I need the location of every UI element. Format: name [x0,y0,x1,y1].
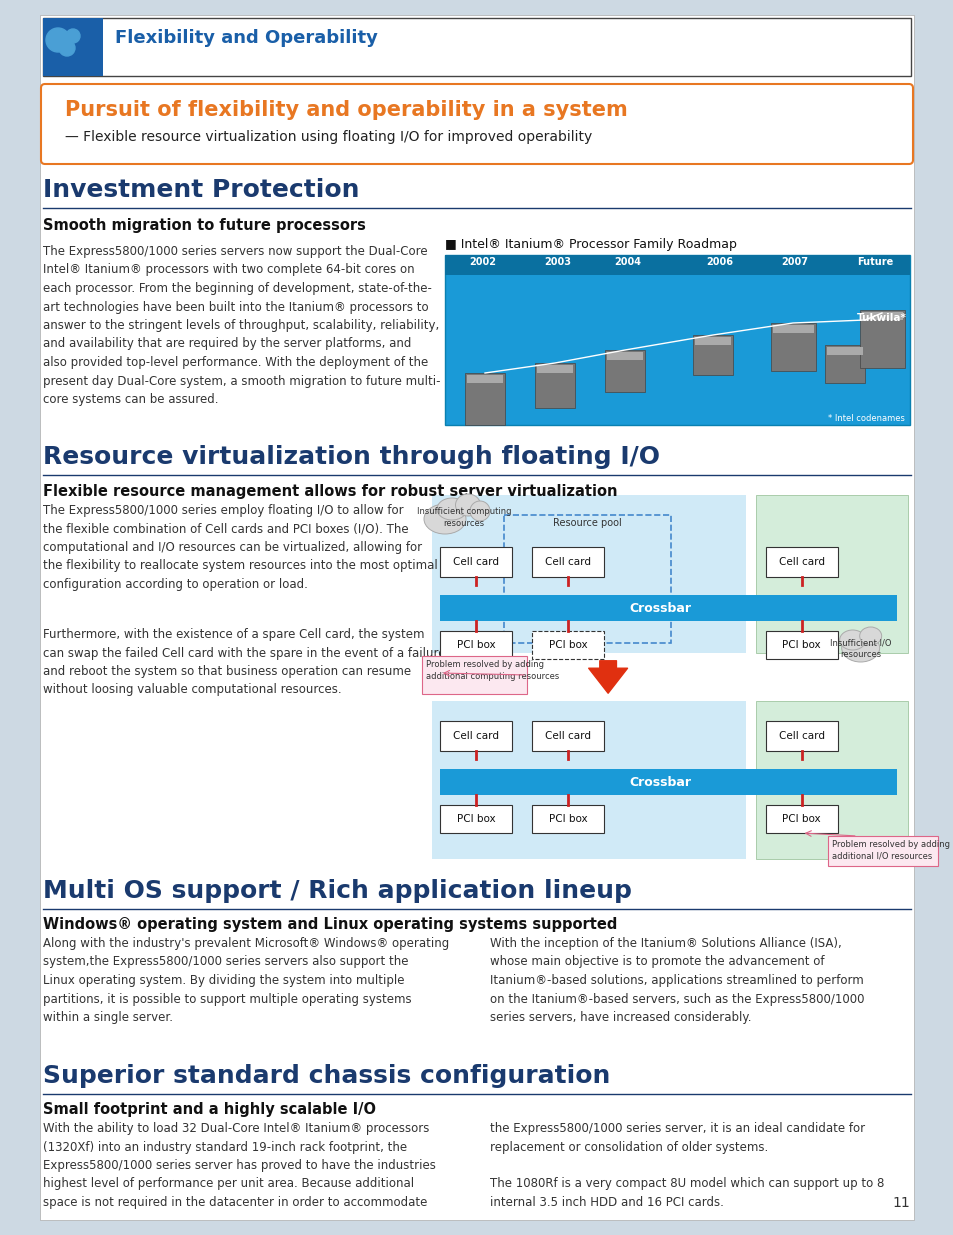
Bar [464,373,504,425]
Text: 2007: 2007 [781,257,807,267]
Bar [765,805,837,832]
Text: 2003: 2003 [544,257,571,267]
Text: The Express5800/1000 series employ floating I/O to allow for
the flexible combin: The Express5800/1000 series employ float… [43,504,437,592]
Text: 2006: 2006 [706,257,733,267]
Bar [535,363,575,408]
Bar [503,515,670,643]
FancyBboxPatch shape [41,84,912,164]
Text: Resource virtualization through floating I/O: Resource virtualization through floating… [43,445,659,469]
Bar [826,347,862,354]
Text: — Flexible resource virtualization using floating I/O for improved operability: — Flexible resource virtualization using… [65,130,592,144]
Ellipse shape [839,630,864,650]
Text: PCI box: PCI box [781,640,821,650]
Text: Windows® operating system and Linux operating systems supported: Windows® operating system and Linux oper… [43,918,617,932]
Bar [824,345,864,383]
Text: * Intel codenames: * Intel codenames [827,414,904,424]
Text: PCI box: PCI box [548,640,587,650]
FancyArrowPatch shape [588,661,627,693]
Text: the Express5800/1000 series server, it is an ideal candidate for
replacement or : the Express5800/1000 series server, it i… [490,1123,883,1209]
Ellipse shape [436,498,467,520]
Circle shape [59,40,75,56]
Bar [467,375,502,383]
Bar [532,721,603,751]
Circle shape [46,28,70,52]
Text: PCI box: PCI box [456,814,495,824]
Ellipse shape [423,504,465,534]
Bar [604,350,644,391]
Bar [532,631,603,659]
Text: Pursuit of flexibility and operability in a system: Pursuit of flexibility and operability i… [65,100,627,120]
Text: Cell card: Cell card [778,557,823,567]
Bar [432,495,745,653]
Bar [765,721,837,751]
Text: Crossbar: Crossbar [629,601,691,615]
Bar [532,547,603,577]
Text: Future: Future [856,257,892,267]
Bar [755,701,907,860]
Bar [421,656,526,694]
Bar [827,836,937,866]
Text: Crossbar: Crossbar [629,776,691,788]
Bar [695,337,730,345]
Text: Insufficient computing
resources: Insufficient computing resources [416,508,511,527]
Bar [43,19,103,77]
Text: 2002: 2002 [469,257,496,267]
Text: Cell card: Cell card [453,731,498,741]
Bar [765,547,837,577]
Text: Cell card: Cell card [544,557,590,567]
Bar [692,335,732,375]
Text: ■ Intel® Itanium® Processor Family Roadmap: ■ Intel® Itanium® Processor Family Roadm… [444,238,736,251]
Text: Flexibility and Operability: Flexibility and Operability [115,28,377,47]
Circle shape [66,28,80,43]
Text: Flexible resource management allows for robust server virtualization: Flexible resource management allows for … [43,484,617,499]
Ellipse shape [470,501,490,521]
Bar [862,312,902,320]
Bar [439,631,512,659]
Ellipse shape [859,627,881,645]
Bar [532,805,603,832]
Text: Problem resolved by adding
additional I/O resources: Problem resolved by adding additional I/… [831,840,948,861]
Ellipse shape [455,494,480,516]
Text: Insufficient I/O
resources: Insufficient I/O resources [829,638,890,658]
Text: Superior standard chassis configuration: Superior standard chassis configuration [43,1065,610,1088]
Ellipse shape [841,634,879,662]
Bar [755,495,907,653]
Bar [765,631,837,659]
Text: Multi OS support / Rich application lineup: Multi OS support / Rich application line… [43,879,631,903]
Bar [444,254,909,275]
Text: Small footprint and a highly scalable I/O: Small footprint and a highly scalable I/… [43,1102,375,1116]
Bar [439,721,512,751]
Text: PCI box: PCI box [781,814,821,824]
Text: 11: 11 [891,1195,909,1210]
Bar [772,325,813,333]
Text: Resource pool: Resource pool [553,517,621,529]
Text: With the ability to load 32 Dual-Core Intel® Itanium® processors
(1320Xf) into a: With the ability to load 32 Dual-Core In… [43,1123,436,1209]
Text: PCI box: PCI box [456,640,495,650]
Bar [859,310,904,368]
Text: Cell card: Cell card [453,557,498,567]
Text: Cell card: Cell card [778,731,823,741]
Text: Smooth migration to future processors: Smooth migration to future processors [43,219,366,233]
Bar [439,769,896,795]
Bar [432,701,745,860]
Bar [444,254,909,425]
Text: Investment Protection: Investment Protection [43,178,359,203]
Text: The Express5800/1000 series servers now support the Dual-Core
Intel® Itanium® pr: The Express5800/1000 series servers now … [43,245,440,406]
Bar [439,547,512,577]
Text: With the inception of the Itanium® Solutions Alliance (ISA),
whose main objectiv: With the inception of the Itanium® Solut… [490,937,863,1024]
Bar [537,366,573,373]
Bar [439,805,512,832]
Bar [439,595,896,621]
Text: Furthermore, with the existence of a spare Cell card, the system
can swap the fa: Furthermore, with the existence of a spa… [43,629,449,697]
Text: PCI box: PCI box [548,814,587,824]
Text: Problem resolved by adding
additional computing resources: Problem resolved by adding additional co… [426,659,558,680]
Text: Cell card: Cell card [544,731,590,741]
Bar [606,352,642,359]
Text: 2004: 2004 [614,257,640,267]
Bar [770,324,815,370]
Text: Along with the industry's prevalent Microsoft® Windows® operating
system,the Exp: Along with the industry's prevalent Micr… [43,937,449,1024]
Text: Tukwila*: Tukwila* [856,312,906,324]
Bar [43,19,910,77]
